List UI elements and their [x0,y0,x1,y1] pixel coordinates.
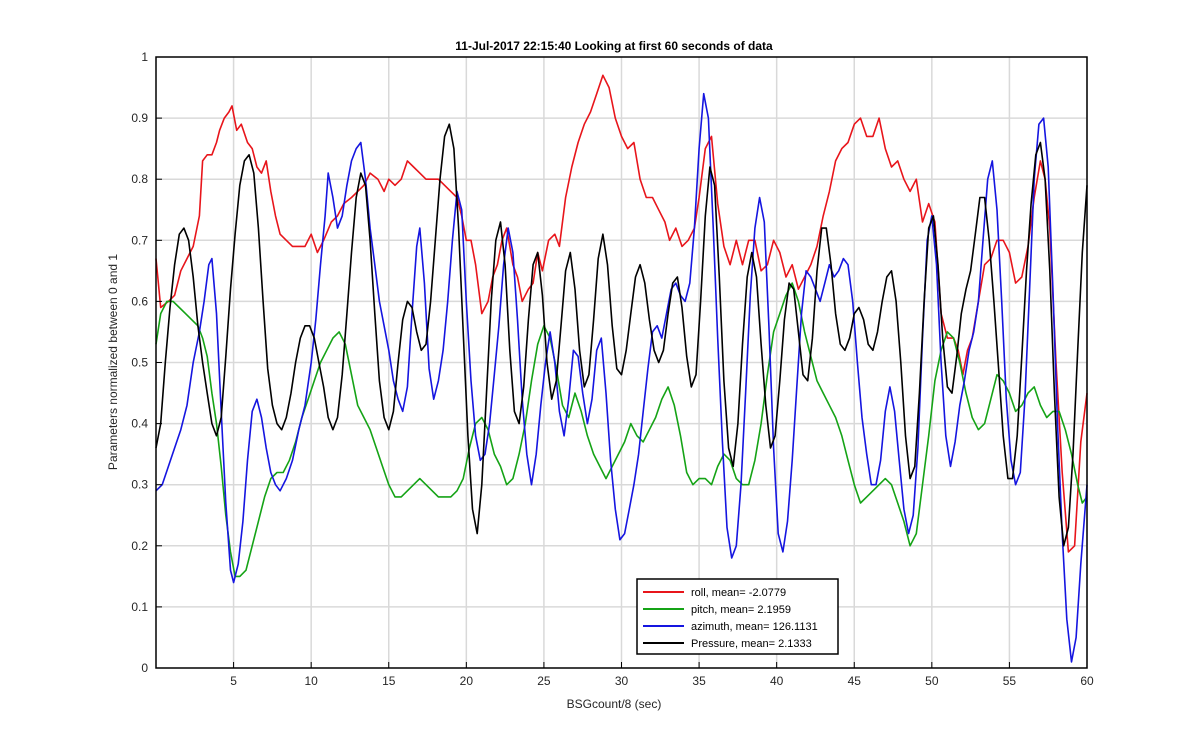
series-line-roll [155,74,1088,553]
x-tick-label: 10 [304,674,318,688]
y-tick-label: 0.2 [131,539,148,553]
x-tick-label: 40 [770,674,784,688]
x-tick-label: 50 [925,674,939,688]
legend-entry: azimuth, mean= 126.1131 [691,621,818,633]
legend: roll, mean= -2.0779 pitch, mean= 2.1959 az… [636,578,839,655]
x-tick-label: 20 [460,674,474,688]
y-tick-label: 0.6 [131,294,148,308]
y-tick-label: 0.4 [131,417,148,431]
legend-entry: pitch, mean= 2.1959 [691,604,791,616]
series-line-azimuth [155,92,1088,663]
x-tick-label: 15 [382,674,396,688]
x-tick-label: 45 [848,674,862,688]
legend-entry: Pressure, mean= 2.1333 [691,638,812,650]
x-tick-label: 35 [692,674,706,688]
y-tick-label: 0.8 [131,172,148,186]
series-layer [155,74,1088,663]
y-tick-label: 0.9 [131,111,148,125]
y-tick-label: 0.7 [131,233,148,247]
y-axis: 0 0.1 0.2 0.3 0.4 0.5 0.6 0.7 0.8 0.9 1 [131,50,162,675]
x-tick-label: 30 [615,674,629,688]
y-tick-label: 0 [141,661,148,675]
y-tick-label: 0.3 [131,478,148,492]
x-axis: 5 10 15 20 25 30 35 40 45 50 55 60 [230,662,1094,688]
y-tick-label: 0.1 [131,600,148,614]
x-tick-label: 60 [1080,674,1094,688]
legend-entry: roll, mean= -2.0779 [691,587,786,599]
y-tick-label: 0.5 [131,356,148,370]
x-tick-label: 5 [230,674,237,688]
y-axis-label: Parameters normalized between 0 and 1 [106,254,120,470]
series-line-pressure [155,123,1088,547]
x-tick-label: 25 [537,674,551,688]
y-tick-label: 1 [141,50,148,64]
x-tick-label: 55 [1003,674,1017,688]
x-axis-label: BSGcount/8 (sec) [567,697,662,711]
chart-title: 11-Jul-2017 22:15:40 Looking at first 60… [455,39,773,53]
